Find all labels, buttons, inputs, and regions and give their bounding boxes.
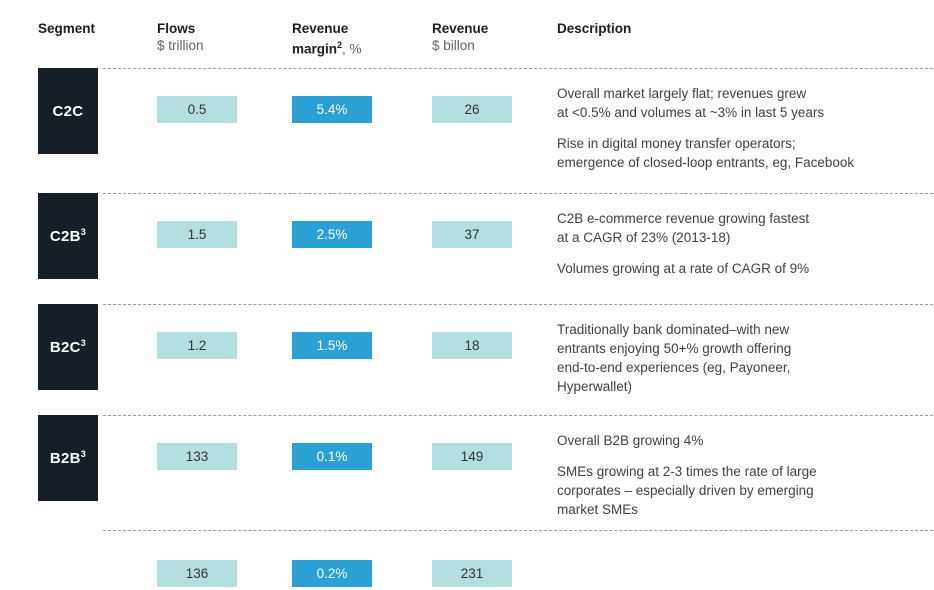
row-divider [103, 415, 933, 416]
segment-label: B2B3 [49, 448, 87, 467]
column-title-word: margin [292, 41, 338, 57]
column-title: Description [557, 21, 632, 36]
column-title: Segment [38, 21, 96, 36]
description-paragraph: C2B e-commerce revenue growing fastest a… [557, 211, 810, 245]
flows-value-box: 1.5 [157, 221, 237, 248]
margin-value-box: 2.5% [292, 221, 372, 248]
description-paragraph: Volumes growing at a rate of CAGR of 9% [557, 261, 810, 276]
row-divider [103, 530, 933, 531]
column-header-revenue: Revenue $ billon [432, 20, 488, 54]
column-header-segment: Segment [38, 20, 95, 37]
row-divider [103, 68, 933, 69]
description-paragraph: Overall B2B growing 4% [557, 433, 704, 448]
row-description: Traditionally bank dominated–with new en… [557, 320, 934, 408]
margin-value-box: 5.4% [292, 96, 372, 123]
segment-label: C2C [52, 102, 84, 120]
segment-badge: C2C [38, 68, 98, 154]
column-unit: $ billon [432, 38, 475, 53]
footnote-marker: 3 [80, 448, 87, 459]
column-title: Revenue [292, 21, 349, 36]
footnote-marker: 3 [80, 226, 87, 237]
description-paragraph: SMEs growing at 2-3 times the rate of la… [557, 464, 817, 517]
total-margin-value-box: 0.2% [292, 560, 372, 587]
column-title: Flows [157, 21, 196, 36]
table-row-b2c: B2C3 1.2 1.5% 18 Traditionally bank domi… [0, 304, 934, 415]
flows-value-box: 0.5 [157, 96, 237, 123]
column-header-description: Description [557, 20, 631, 37]
column-header-flows: Flows $ trillion [157, 20, 204, 54]
table-row-c2c: C2C 0.5 5.4% 26 Overall market largely f… [0, 68, 934, 193]
flows-value-box: 133 [157, 443, 237, 470]
description-paragraph: Rise in digital money transfer operators… [557, 136, 855, 170]
row-description: C2B e-commerce revenue growing fastest a… [557, 209, 934, 290]
total-revenue-value-box: 231 [432, 560, 512, 587]
segment-badge: B2C3 [38, 304, 98, 390]
segment-label: B2C3 [49, 337, 87, 356]
revenue-value-box: 18 [432, 332, 512, 359]
footnote-marker: 2 [337, 40, 343, 50]
revenue-value-box: 37 [432, 221, 512, 248]
row-description: Overall B2B growing 4% SMEs growing at 2… [557, 431, 934, 531]
revenue-value-box: 26 [432, 96, 512, 123]
column-header-revenue-margin: Revenue margin2, % [292, 20, 362, 58]
revenue-value-box: 149 [432, 443, 512, 470]
footnote-marker: 3 [80, 337, 87, 348]
description-paragraph: Overall market largely flat; revenues gr… [557, 86, 825, 120]
row-divider [103, 304, 933, 305]
description-paragraph: Traditionally bank dominated–with new en… [557, 322, 792, 394]
column-title: Revenue [432, 21, 489, 36]
segment-badge: C2B3 [38, 193, 98, 279]
table-row-total: 136 0.2% 231 [0, 530, 934, 590]
total-flows-value-box: 136 [157, 560, 237, 587]
row-divider [103, 193, 933, 194]
segment-label: C2B3 [49, 226, 87, 245]
column-unit: $ trillion [157, 38, 204, 53]
table-row-b2b: B2B3 133 0.1% 149 Overall B2B growing 4%… [0, 415, 934, 530]
segment-badge: B2B3 [38, 415, 98, 501]
margin-value-box: 1.5% [292, 332, 372, 359]
column-unit: margin2, % [292, 37, 362, 58]
row-description: Overall market largely flat; revenues gr… [557, 84, 934, 184]
column-unit-suffix: , % [342, 41, 362, 57]
table-row-c2b: C2B3 1.5 2.5% 37 C2B e-commerce revenue … [0, 193, 934, 304]
margin-value-box: 0.1% [292, 443, 372, 470]
flows-value-box: 1.2 [157, 332, 237, 359]
